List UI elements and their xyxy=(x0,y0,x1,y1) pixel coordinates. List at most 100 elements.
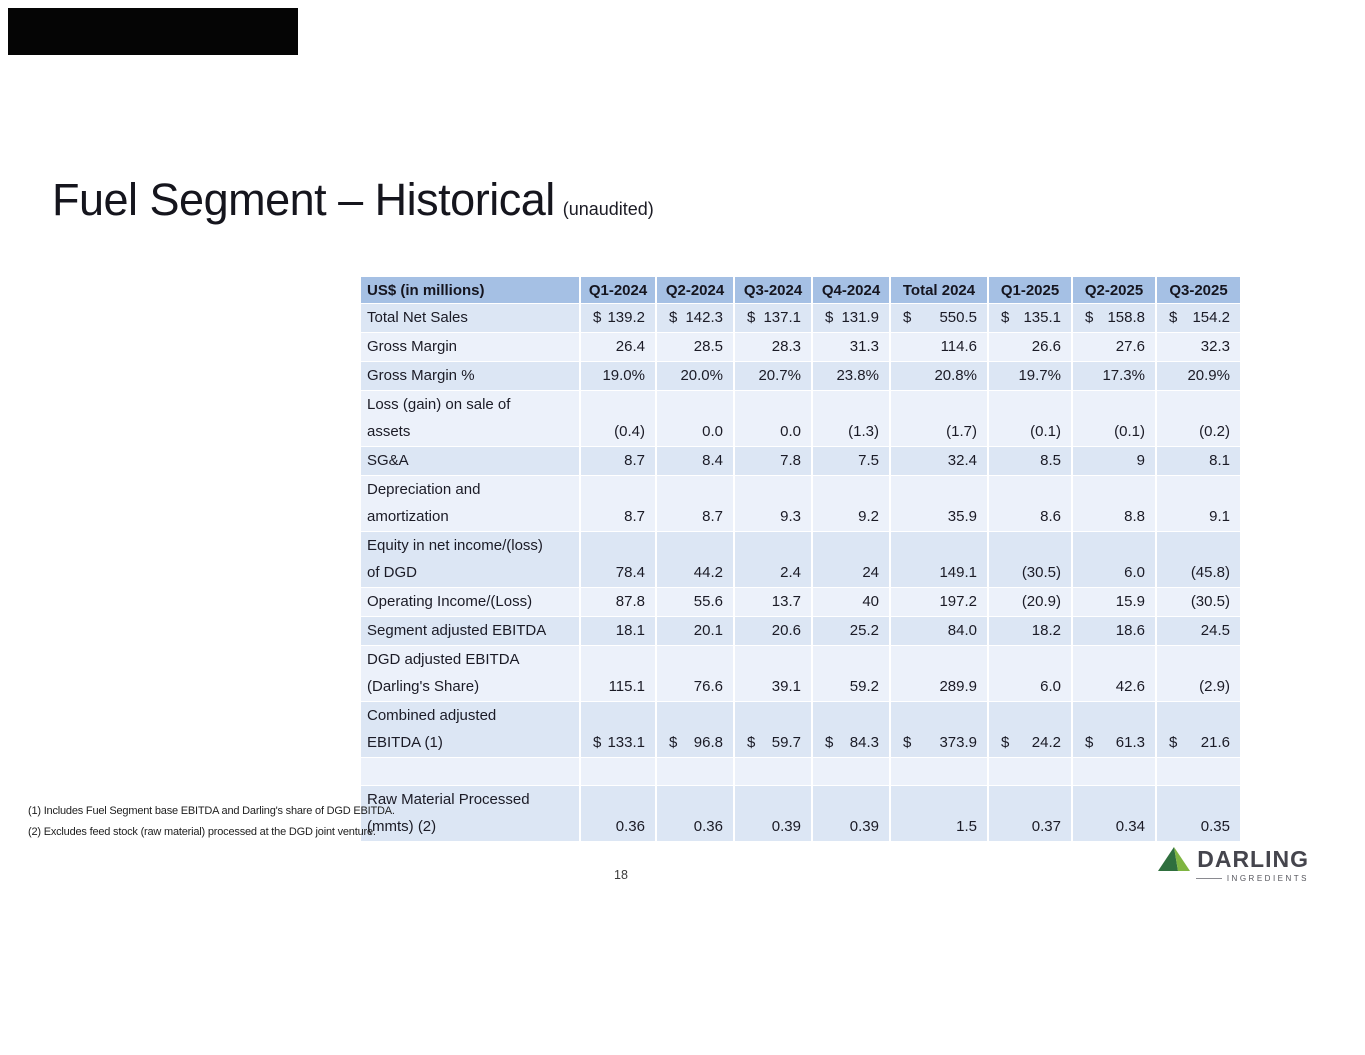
value-cell: 9 xyxy=(1073,447,1157,476)
value-cell: (1.3) xyxy=(813,391,891,447)
value-cell: 115.1 xyxy=(581,646,657,702)
value-cell xyxy=(1073,758,1157,786)
value-cell: 0.0 xyxy=(735,391,813,447)
value-cell: 18.1 xyxy=(581,617,657,646)
column-header: Q1-2024 xyxy=(581,277,657,304)
row-label: Raw Material Processed (mmts) (2) xyxy=(361,786,581,842)
value-cell: $142.3 xyxy=(657,304,735,333)
row-label: Depreciation and amortization xyxy=(361,476,581,532)
value-cell: 25.2 xyxy=(813,617,891,646)
table-row: Loss (gain) on sale of assets (0.4) 0.0 0.0… xyxy=(361,391,1240,447)
value-cell: (0.1) xyxy=(1073,391,1157,447)
dollar-sign: $ xyxy=(1169,309,1178,326)
dollar-sign: $ xyxy=(747,734,756,751)
value-number: 96.8 xyxy=(693,734,723,751)
value-cell: $59.7 xyxy=(735,702,813,758)
row-label: Operating Income/(Loss) xyxy=(361,588,581,617)
dollar-sign: $ xyxy=(669,734,678,751)
value-cell: 40 xyxy=(813,588,891,617)
row-label: Gross Margin xyxy=(361,333,581,362)
value-cell: $131.9 xyxy=(813,304,891,333)
column-header: Q2-2025 xyxy=(1073,277,1157,304)
row-label: Segment adjusted EBITDA xyxy=(361,617,581,646)
value-cell: 8.4 xyxy=(657,447,735,476)
value-cell: (0.2) xyxy=(1157,391,1240,447)
value-cell: 0.37 xyxy=(989,786,1073,842)
value-number: 550.5 xyxy=(939,309,977,326)
value-cell: 149.1 xyxy=(891,532,989,588)
row-label: DGD adjusted EBITDA (Darling's Share) xyxy=(361,646,581,702)
value-number: 21.6 xyxy=(1200,734,1230,751)
dollar-sign: $ xyxy=(747,309,756,326)
value-cell: 18.2 xyxy=(989,617,1073,646)
value-cell: 55.6 xyxy=(657,588,735,617)
value-cell: $158.8 xyxy=(1073,304,1157,333)
value-cell: 26.6 xyxy=(989,333,1073,362)
value-cell: 23.8% xyxy=(813,362,891,391)
dollar-sign: $ xyxy=(825,734,834,751)
value-cell: 8.6 xyxy=(989,476,1073,532)
value-cell: (0.1) xyxy=(989,391,1073,447)
value-cell: 18.6 xyxy=(1073,617,1157,646)
dollar-sign: $ xyxy=(1169,734,1178,751)
value-cell: 114.6 xyxy=(891,333,989,362)
value-cell: 0.39 xyxy=(813,786,891,842)
logo-subtext: INGREDIENTS xyxy=(1226,874,1309,883)
value-cell: (1.7) xyxy=(891,391,989,447)
value-cell xyxy=(813,758,891,786)
value-cell xyxy=(735,758,813,786)
value-cell: 59.2 xyxy=(813,646,891,702)
value-cell xyxy=(581,758,657,786)
column-header: Q1-2025 xyxy=(989,277,1073,304)
value-cell: 0.36 xyxy=(657,786,735,842)
value-cell: 20.1 xyxy=(657,617,735,646)
value-cell: (30.5) xyxy=(1157,588,1240,617)
value-cell: 2.4 xyxy=(735,532,813,588)
value-cell: 1.5 xyxy=(891,786,989,842)
value-cell: $550.5 xyxy=(891,304,989,333)
value-cell xyxy=(989,758,1073,786)
value-cell: 26.4 xyxy=(581,333,657,362)
value-cell: 8.7 xyxy=(657,476,735,532)
value-cell: 78.4 xyxy=(581,532,657,588)
column-header: Total 2024 xyxy=(891,277,989,304)
value-number: 158.8 xyxy=(1107,309,1145,326)
value-cell: $135.1 xyxy=(989,304,1073,333)
dollar-sign: $ xyxy=(593,734,602,751)
value-cell: 8.5 xyxy=(989,447,1073,476)
value-number: 133.1 xyxy=(607,734,645,751)
value-number: 142.3 xyxy=(685,309,723,326)
row-label: Total Net Sales xyxy=(361,304,581,333)
value-cell: 9.3 xyxy=(735,476,813,532)
value-cell: $137.1 xyxy=(735,304,813,333)
dollar-sign: $ xyxy=(1001,734,1010,751)
value-cell: 44.2 xyxy=(657,532,735,588)
value-cell: $84.3 xyxy=(813,702,891,758)
table-row: Depreciation and amortization 8.7 8.7 9.3 9.… xyxy=(361,476,1240,532)
value-cell: 84.0 xyxy=(891,617,989,646)
value-cell: (30.5) xyxy=(989,532,1073,588)
dollar-sign: $ xyxy=(825,309,834,326)
value-cell: 19.0% xyxy=(581,362,657,391)
value-cell: 9.2 xyxy=(813,476,891,532)
value-number: 131.9 xyxy=(841,309,879,326)
value-cell: 39.1 xyxy=(735,646,813,702)
table-row: SG&A 8.7 8.4 7.8 7.5 32.4 8.5 9 8.1 xyxy=(361,447,1240,476)
value-number: 135.1 xyxy=(1023,309,1061,326)
value-cell: (45.8) xyxy=(1157,532,1240,588)
table-row: Total Net Sales $139.2 $142.3 $137.1 $131.9 $… xyxy=(361,304,1240,333)
value-cell: $96.8 xyxy=(657,702,735,758)
table-header-row: US$ (in millions) Q1-2024 Q2-2024 Q3-2024 Q4… xyxy=(361,277,1240,304)
value-cell: 15.9 xyxy=(1073,588,1157,617)
value-cell: $133.1 xyxy=(581,702,657,758)
logo-divider-line xyxy=(1195,878,1222,879)
row-label: Combined adjusted EBITDA (1) xyxy=(361,702,581,758)
value-cell: 20.7% xyxy=(735,362,813,391)
value-cell: 197.2 xyxy=(891,588,989,617)
financial-table: US$ (in millions) Q1-2024 Q2-2024 Q3-2024 Q4… xyxy=(361,277,1240,842)
value-cell: 0.36 xyxy=(581,786,657,842)
value-cell: 32.4 xyxy=(891,447,989,476)
dollar-sign: $ xyxy=(903,734,912,751)
table-row: Equity in net income/(loss) of DGD 78.4 44… xyxy=(361,532,1240,588)
row-label: SG&A xyxy=(361,447,581,476)
